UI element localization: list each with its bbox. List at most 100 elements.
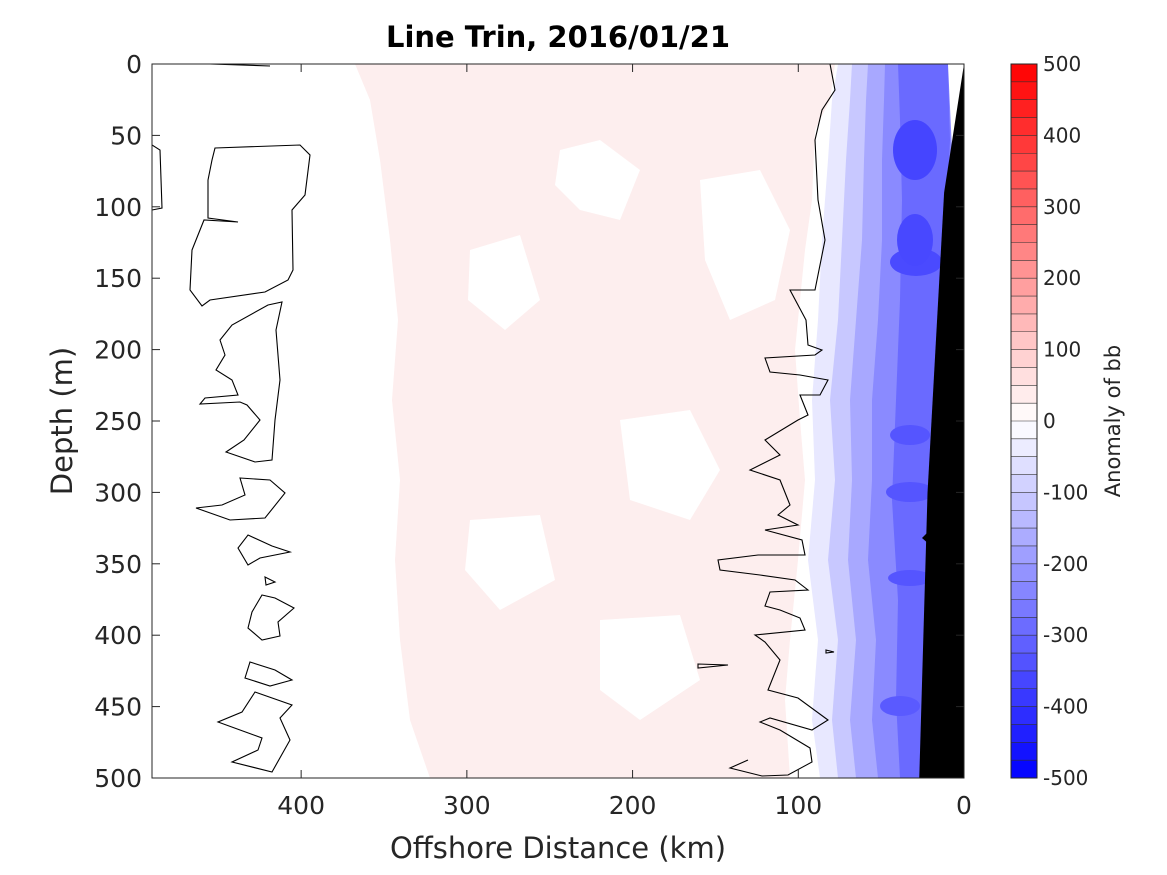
colorbar-tick-label: 200 bbox=[1043, 266, 1081, 290]
colorbar-tick-label: -200 bbox=[1043, 552, 1088, 576]
zero-contour bbox=[195, 477, 286, 521]
colorbar-swatch bbox=[1011, 438, 1037, 458]
colorbar-swatch bbox=[1011, 545, 1037, 565]
colorbar-swatch bbox=[1011, 510, 1037, 529]
colorbar-swatch bbox=[1011, 367, 1037, 386]
colorbar-swatch bbox=[1011, 260, 1037, 279]
colorbar-swatch bbox=[1011, 313, 1037, 333]
colorbar-tick-label: 100 bbox=[1043, 338, 1081, 362]
colorbar-swatch bbox=[1011, 688, 1037, 708]
zero-contour bbox=[198, 301, 283, 463]
gap-region bbox=[468, 235, 540, 330]
x-axis-label: Offshore Distance (km) bbox=[390, 831, 726, 865]
strong-negative-blob bbox=[897, 214, 933, 266]
x-tick-label: 300 bbox=[443, 791, 491, 820]
y-tick-label: 150 bbox=[94, 264, 142, 293]
colorbar-swatch bbox=[1011, 206, 1037, 226]
colorbar-swatch bbox=[1011, 617, 1037, 636]
colorbar-swatch bbox=[1011, 153, 1037, 172]
colorbar-swatch bbox=[1011, 403, 1037, 422]
colorbar-swatch bbox=[1011, 528, 1037, 547]
colorbar-tick-label: 300 bbox=[1043, 195, 1081, 219]
strong-negative-blob bbox=[880, 696, 920, 716]
x-tick-label: 100 bbox=[774, 791, 822, 820]
colorbar bbox=[1011, 63, 1037, 779]
zero-contour bbox=[152, 144, 163, 211]
x-axis: 400 300 200 100 0 bbox=[277, 64, 972, 820]
y-tick-label: 0 bbox=[126, 50, 142, 79]
strong-negative-blob bbox=[888, 570, 932, 586]
colorbar-swatch bbox=[1011, 706, 1037, 725]
colorbar-swatch bbox=[1011, 563, 1037, 583]
zero-contour-lines bbox=[152, 64, 836, 777]
x-tick-label: 0 bbox=[956, 791, 972, 820]
zero-contour bbox=[244, 661, 294, 687]
zero-contour bbox=[209, 64, 271, 67]
y-tick-label: 250 bbox=[94, 407, 142, 436]
strong-negative-blob bbox=[893, 120, 937, 180]
colorbar-swatch bbox=[1011, 635, 1037, 654]
colorbar-swatch bbox=[1011, 456, 1037, 476]
y-tick-label: 300 bbox=[94, 478, 142, 507]
colorbar-swatch bbox=[1011, 331, 1037, 351]
colorbar-swatch bbox=[1011, 64, 1037, 83]
colorbar-swatch bbox=[1011, 81, 1037, 101]
colorbar-swatch bbox=[1011, 135, 1037, 154]
zero-contour bbox=[247, 594, 295, 641]
colorbar-swatch bbox=[1011, 421, 1037, 440]
y-tick-label: 200 bbox=[94, 336, 142, 365]
y-tick-label: 500 bbox=[94, 764, 142, 793]
colorbar-swatch bbox=[1011, 653, 1037, 672]
colorbar-swatch bbox=[1011, 99, 1037, 119]
colorbar-frame bbox=[1010, 63, 1038, 779]
colorbar-swatch bbox=[1011, 492, 1037, 511]
gap-region bbox=[700, 170, 790, 320]
gap-region bbox=[600, 615, 700, 720]
zero-contour bbox=[825, 649, 835, 654]
colorbar-swatch bbox=[1011, 599, 1037, 618]
gap-region bbox=[620, 410, 720, 520]
chart-title: Line Trin, 2016/01/21 bbox=[386, 20, 730, 54]
colorbar-swatch bbox=[1011, 742, 1037, 761]
colorbar-swatch bbox=[1011, 349, 1037, 368]
y-axis: 0 50 100 150 200 250 300 350 400 450 500 bbox=[94, 50, 964, 793]
colorbar-tick-label: 0 bbox=[1043, 409, 1056, 433]
colorbar-swatch bbox=[1011, 760, 1037, 779]
y-tick-label: 50 bbox=[110, 121, 142, 150]
strong-negative-blob bbox=[886, 482, 934, 502]
bathymetry-shelf bbox=[919, 64, 964, 778]
y-tick-label: 450 bbox=[94, 693, 142, 722]
x-tick-label: 200 bbox=[609, 791, 657, 820]
zero-contour bbox=[216, 691, 293, 773]
x-tick-label: 400 bbox=[277, 791, 325, 820]
zero-contour bbox=[237, 534, 293, 566]
colorbar-tick-label: -500 bbox=[1043, 766, 1088, 790]
gap-region bbox=[465, 515, 555, 610]
colorbar-tick-label: -100 bbox=[1043, 480, 1088, 504]
zero-contour bbox=[189, 144, 311, 307]
colorbar-swatch bbox=[1011, 224, 1037, 243]
colorbar-swatch bbox=[1011, 474, 1037, 493]
zero-contour-shelf bbox=[717, 64, 836, 777]
colorbar-tick-label: 400 bbox=[1043, 123, 1081, 147]
colorbar-tick-label: -400 bbox=[1043, 695, 1088, 719]
y-tick-label: 350 bbox=[94, 550, 142, 579]
colorbar-swatch bbox=[1011, 242, 1037, 261]
colorbar-swatch bbox=[1011, 385, 1037, 404]
colorbar-swatch bbox=[1011, 117, 1037, 136]
y-tick-label: 400 bbox=[94, 621, 142, 650]
coastal-white-strip bbox=[948, 64, 964, 150]
bathymetry-notch bbox=[922, 530, 930, 545]
strong-negative-blob bbox=[890, 425, 930, 445]
anomaly-field bbox=[152, 64, 964, 778]
y-tick-label: 100 bbox=[94, 193, 142, 222]
y-axis-label: Depth (m) bbox=[45, 347, 79, 495]
colorbar-swatch bbox=[1011, 171, 1037, 190]
colorbar-swatch bbox=[1011, 670, 1037, 690]
colorbar-ticks: 500 400 300 200 100 0 -100 -200 -300 -400 -500 bbox=[1043, 52, 1088, 790]
colorbar-tick-label: -300 bbox=[1043, 623, 1088, 647]
colorbar-swatch bbox=[1011, 581, 1037, 600]
colorbar-swatch bbox=[1011, 296, 1037, 315]
zero-contour bbox=[264, 576, 277, 586]
